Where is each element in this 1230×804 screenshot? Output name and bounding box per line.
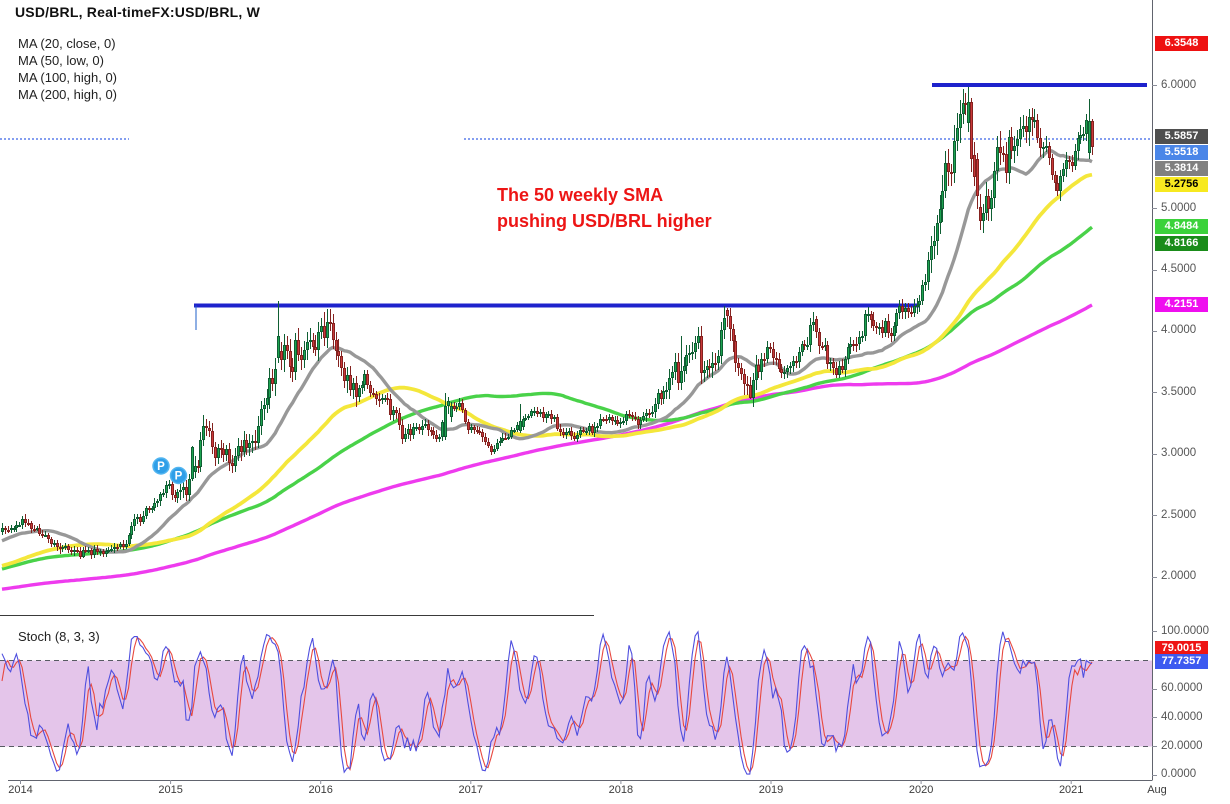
svg-text:P: P — [157, 461, 165, 473]
svg-text:P: P — [175, 471, 183, 483]
